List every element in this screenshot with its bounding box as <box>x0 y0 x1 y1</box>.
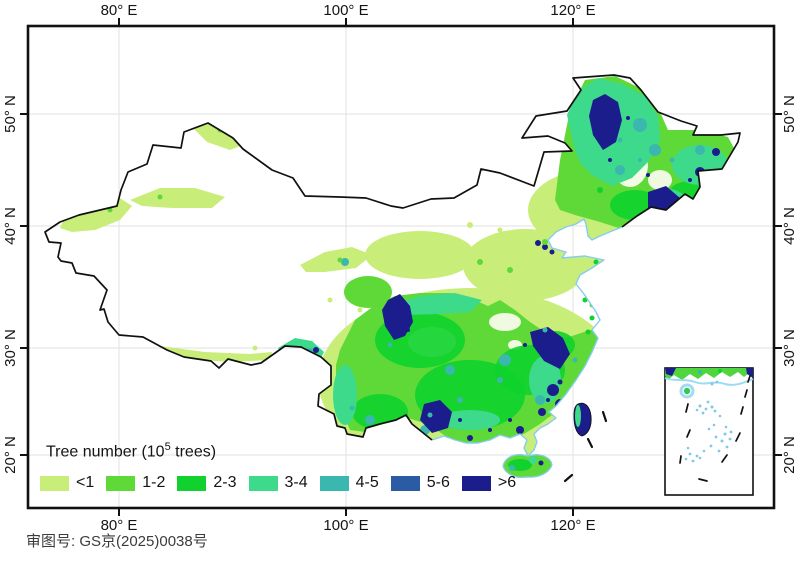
axis-label-left-20n: 20° N <box>2 436 19 474</box>
legend-title: Tree number (105 trees) <box>46 441 217 461</box>
legend-item-label: 2-3 <box>213 474 237 492</box>
legend-item: 2-3 <box>177 474 237 492</box>
map-approval-number: 审图号: GS京(2025)0038号 <box>26 533 208 550</box>
legend-item-label: 1-2 <box>142 474 166 492</box>
axis-label-top-80e: 80° E <box>100 2 138 19</box>
legend-item: <1 <box>40 474 94 492</box>
legend-item-label: 5-6 <box>426 474 450 492</box>
legend-item: 1-2 <box>106 474 165 492</box>
south-china-sea-inset <box>664 367 754 496</box>
country-border <box>44 74 741 441</box>
inset-island-dots <box>684 380 733 463</box>
map-frame <box>26 24 776 510</box>
legend-swatch <box>319 475 349 491</box>
legend-item-label: 3-4 <box>284 474 308 492</box>
inset-hainan-halo <box>679 383 695 399</box>
axis-label-left-50n: 50° N <box>2 95 19 133</box>
legend-items: <1 1-2 2-3 3-4 4-5 5-6 >6 <box>40 474 528 492</box>
axis-ticks <box>20 18 782 516</box>
legend-swatch <box>248 475 278 491</box>
axis-label-right-30n: 30° N <box>781 329 798 367</box>
taiwan-island <box>573 402 592 437</box>
inset-hainan-island <box>683 387 691 395</box>
legend-swatch <box>177 475 207 491</box>
legend-item: 5-6 <box>390 474 450 492</box>
tree-density-fills <box>60 76 735 456</box>
axis-label-right-20n: 20° N <box>781 436 798 474</box>
axis-label-bottom-100e: 100° E <box>323 517 369 534</box>
legend-swatch <box>461 475 491 491</box>
legend-item: >6 <box>461 474 517 492</box>
legend-swatch <box>40 475 69 491</box>
legend-item: 3-4 <box>248 474 308 492</box>
legend: Tree number (105 trees) <1 1-2 2-3 3-4 4-5 5-… <box>40 441 528 492</box>
maritime-dashes <box>563 410 608 483</box>
axis-label-left-40n: 40° N <box>2 207 19 245</box>
axis-label-right-50n: 50° N <box>781 95 798 133</box>
legend-swatch <box>106 475 136 491</box>
axis-label-bottom-80e: 80° E <box>100 517 138 534</box>
legend-item-label: >6 <box>497 474 517 492</box>
legend-item-label: 4-5 <box>355 474 379 492</box>
axis-label-right-40n: 40° N <box>781 207 798 245</box>
axis-label-bottom-120e: 120° E <box>550 517 596 534</box>
inset-nine-dash-line <box>679 375 751 482</box>
axis-label-left-30n: 30° N <box>2 329 19 367</box>
legend-item-label: <1 <box>76 474 95 492</box>
legend-item: 4-5 <box>319 474 379 492</box>
hainan-island <box>502 453 553 479</box>
axis-label-top-100e: 100° E <box>323 2 369 19</box>
coastline <box>431 218 623 457</box>
legend-swatch <box>390 475 420 491</box>
axis-label-top-120e: 120° E <box>550 2 596 19</box>
